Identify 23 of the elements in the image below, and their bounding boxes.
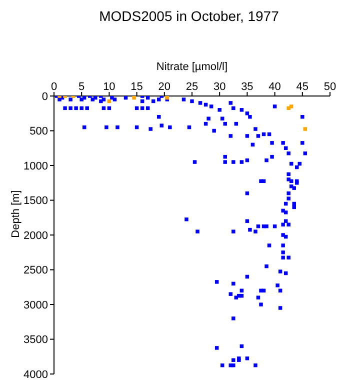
x-tick-label: 45 [296, 81, 309, 93]
x-tick-label: 15 [130, 81, 143, 93]
y-tick-label: 2000 [24, 230, 48, 242]
y-axis-title: Depth [m] [10, 189, 22, 240]
x-tick-label: 0 [50, 81, 58, 93]
y-tick-label: 3500 [24, 334, 48, 346]
y-tick-label: 2500 [24, 264, 48, 277]
x-tick-label: 25 [186, 81, 198, 93]
x-tick-label: 30 [213, 81, 226, 93]
y-tick-label: 500 [30, 126, 48, 138]
y-tick-label: 1500 [24, 195, 48, 208]
y-tick-label: 0 [42, 90, 48, 103]
y-tick-label: 1000 [24, 160, 48, 172]
x-tick-label: 5 [78, 81, 85, 93]
x-tick-label: 40 [268, 81, 281, 93]
x-tick-label: 10 [103, 81, 116, 93]
x-tick-label: 50 [324, 81, 336, 93]
x-axis-title: Nitrate [µmol/l] [156, 60, 228, 73]
x-tick-label: 35 [241, 81, 254, 93]
y-tick-label: 4000 [24, 368, 48, 381]
x-tick-label: 20 [158, 81, 171, 93]
y-tick-label: 3000 [24, 299, 48, 312]
chart-title: MODS2005 in October, 1977 [98, 8, 280, 26]
